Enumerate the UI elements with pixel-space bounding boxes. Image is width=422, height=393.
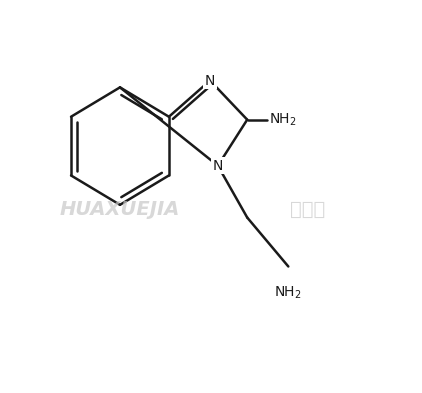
Text: HUAXUEJIA: HUAXUEJIA: [60, 200, 180, 219]
Text: N: N: [213, 159, 223, 173]
Text: NH$_2$: NH$_2$: [269, 112, 296, 128]
Text: 化学加: 化学加: [290, 200, 325, 219]
Text: NH$_2$: NH$_2$: [274, 284, 302, 301]
Text: N: N: [205, 73, 215, 88]
